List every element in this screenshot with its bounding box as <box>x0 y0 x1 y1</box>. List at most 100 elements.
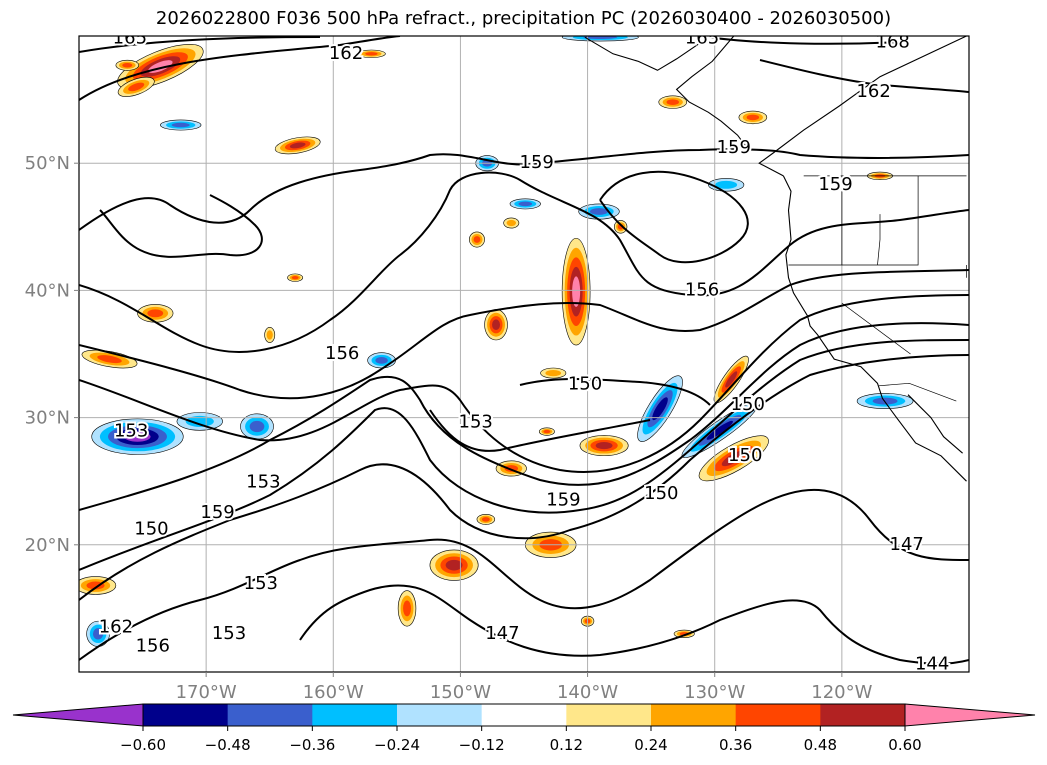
precip-feature <box>738 110 768 125</box>
colorbar-segment <box>820 704 906 726</box>
precip-ring <box>249 420 265 433</box>
contour-label: 156 <box>325 343 359 364</box>
precip-ring <box>545 369 562 377</box>
precip-ring <box>872 397 898 405</box>
contour-label: 150 <box>644 483 678 504</box>
x-axis-ticks: 170°W 160°W 150°W 140°W 130°W 120°W <box>176 672 873 703</box>
contour-label: 153 <box>212 623 246 644</box>
contour-label: 159 <box>717 137 751 158</box>
colorbar-tick-label: −0.24 <box>374 736 420 754</box>
y-tick-label: 20°N <box>25 535 70 556</box>
precip-ring <box>403 600 411 617</box>
contour-label: 159 <box>200 502 234 523</box>
contour-line <box>99 194 263 258</box>
coastline <box>782 175 967 482</box>
precip-ring <box>375 356 388 364</box>
precip-ring <box>266 330 273 340</box>
precip-ring <box>666 99 679 105</box>
precip-feature <box>856 393 914 409</box>
precip-feature <box>713 355 749 404</box>
contour-label: 150 <box>134 519 168 540</box>
contour-label: 165 <box>113 28 147 49</box>
contour-line <box>79 171 969 353</box>
precip-feature <box>469 231 485 248</box>
political-border <box>841 302 911 355</box>
colorbar-tick-labels: −0.60 −0.48 −0.36 −0.24 −0.12 0.12 0.24 0.36 0.4… <box>120 726 922 754</box>
precip-feature <box>561 237 591 346</box>
colorbar-tick-label: −0.12 <box>459 736 505 754</box>
precip-ring <box>725 371 738 388</box>
coastlines <box>584 36 967 482</box>
precip-ring <box>289 142 306 149</box>
political-border <box>878 382 957 402</box>
colorbar-tick-label: 0.48 <box>804 736 837 754</box>
contour-label: 150 <box>728 445 762 466</box>
contour-label: 153 <box>114 421 148 442</box>
precip-ring <box>122 62 133 68</box>
precip-ring <box>171 122 190 128</box>
contour-line <box>79 294 969 473</box>
contour-label: 168 <box>876 31 910 52</box>
colorbar-tick-label: −0.48 <box>205 736 251 754</box>
precip-ring <box>721 450 746 467</box>
colorbar-extend-max <box>904 703 1036 727</box>
contour-label: 144 <box>915 653 949 674</box>
precip-feature <box>117 76 155 97</box>
coastline <box>584 36 709 71</box>
precip-feature <box>287 273 304 282</box>
contour-labels: 165 162 165 168 162 159 159 159 156 156 150 150 153 1… <box>97 28 952 674</box>
precip-feature <box>503 217 520 229</box>
colorbar-segment <box>312 704 398 726</box>
precip-feature <box>240 413 274 440</box>
precip-feature <box>613 220 628 234</box>
precip-ring <box>97 355 122 364</box>
x-tick-label: 120°W <box>811 682 872 703</box>
coastline <box>675 36 750 151</box>
precip-feature <box>357 49 386 58</box>
colorbar <box>12 703 1036 727</box>
refractivity-contours <box>79 36 969 665</box>
x-tick-label: 170°W <box>176 682 237 703</box>
map-area: 165 162 165 168 162 159 159 159 156 156 150 150 153 1… <box>79 28 969 674</box>
colorbar-segment <box>143 704 229 726</box>
colorbar-tick-label: 0.24 <box>634 736 667 754</box>
precip-ring <box>92 628 104 640</box>
precip-feature <box>86 620 110 647</box>
colorbar-frame <box>142 703 906 727</box>
precip-feature <box>160 119 202 131</box>
precip-feature <box>176 412 223 431</box>
precip-feature <box>561 36 639 42</box>
contour-line <box>599 170 749 264</box>
colorbar-segment <box>735 704 821 726</box>
colorbar-tick-label: 0.12 <box>550 736 583 754</box>
precip-ring <box>185 415 214 427</box>
precip-ring <box>291 275 299 280</box>
precip-ring <box>473 236 481 243</box>
precip-feature <box>579 435 629 457</box>
contour-label: 156 <box>685 279 719 300</box>
precip-ring <box>365 52 378 56</box>
coastline <box>758 36 967 177</box>
precip-ring <box>147 309 164 318</box>
contour-line <box>79 36 401 101</box>
colorbar-tick-label: −0.60 <box>120 736 166 754</box>
precip-feature <box>509 198 541 210</box>
contour-label: 165 <box>685 28 719 49</box>
colorbar-segment <box>227 704 313 726</box>
political-border <box>841 175 919 266</box>
precip-feature <box>429 549 479 581</box>
contour-line <box>79 339 969 571</box>
precip-feature <box>137 304 174 323</box>
x-tick-label: 150°W <box>430 682 491 703</box>
precip-feature <box>476 513 496 525</box>
precip-ring <box>583 36 618 39</box>
coastline <box>907 394 963 454</box>
colorbar-segment <box>566 704 652 726</box>
precip-feature <box>264 326 276 343</box>
precip-ring <box>124 431 151 442</box>
contour-line <box>699 36 969 93</box>
contour-label: 162 <box>856 81 890 102</box>
precip-ring <box>506 219 516 227</box>
contour-line <box>299 584 969 665</box>
